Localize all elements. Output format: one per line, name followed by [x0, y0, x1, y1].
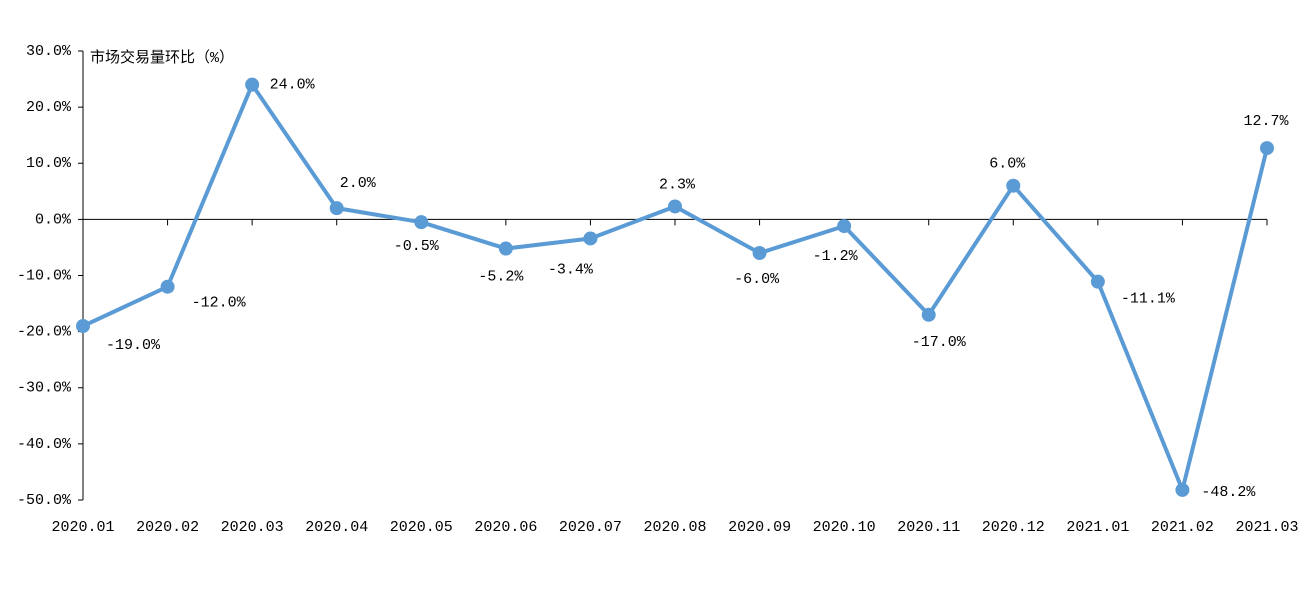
data-label: -5.2%	[478, 269, 524, 286]
data-label: -3.4%	[548, 261, 594, 278]
data-label: -1.2%	[813, 248, 859, 265]
x-tick-label: 2020.09	[728, 519, 791, 536]
data-label: -48.2%	[1201, 484, 1256, 501]
y-tick-label: -40.0%	[17, 436, 72, 453]
data-point	[498, 241, 513, 256]
x-tick-label: 2020.12	[982, 519, 1045, 536]
data-label: -12.0%	[192, 295, 247, 312]
x-tick-label: 2020.05	[390, 519, 453, 536]
x-tick-label: 2020.08	[643, 519, 706, 536]
data-point	[1260, 141, 1274, 156]
data-label: 24.0%	[270, 77, 316, 94]
y-tick-label: -20.0%	[17, 324, 72, 341]
x-tick-label: 2020.04	[305, 519, 368, 536]
y-tick-label: 20.0%	[26, 99, 72, 116]
data-point	[245, 77, 260, 92]
data-point	[1006, 178, 1021, 193]
y-tick-label: -50.0%	[17, 492, 72, 509]
data-label: 2.3%	[659, 176, 696, 193]
y-axis-label: 市场交易量环比（%）	[90, 48, 234, 67]
line	[82, 82, 1269, 492]
data-point	[414, 215, 429, 230]
y-tick-label: 0.0%	[35, 211, 72, 228]
x-tick-label: 2020.01	[51, 519, 114, 536]
data-point	[160, 279, 175, 294]
data-label: 12.7%	[1243, 113, 1289, 130]
data-label: -11.1%	[1121, 291, 1176, 308]
y-tick-label: -10.0%	[17, 267, 72, 284]
data-label: -19.0%	[106, 337, 161, 354]
x-tick-label: 2020.03	[221, 519, 284, 536]
data-label: -17.0%	[912, 334, 967, 351]
y-tick-label: 10.0%	[26, 155, 72, 172]
x-tick-label: 2021.01	[1066, 519, 1129, 536]
data-point	[921, 307, 936, 322]
y-tick-label: -30.0%	[17, 380, 72, 397]
data-point	[329, 201, 344, 216]
x-tick-label: 2020.06	[474, 519, 537, 536]
data-label: 2.0%	[340, 175, 377, 192]
x-tick-label: 2021.02	[1151, 519, 1214, 536]
y-tick-label: 30.0%	[26, 43, 72, 60]
data-point	[1175, 482, 1190, 497]
data-point	[1090, 274, 1105, 289]
data-point	[76, 319, 90, 334]
data-point	[668, 199, 682, 214]
data-label: -0.5%	[394, 238, 440, 255]
data-point	[752, 246, 767, 261]
data-label: -6.0%	[734, 271, 780, 288]
x-tick-label: 2021.03	[1235, 519, 1298, 536]
x-tick-label: 2020.10	[813, 519, 876, 536]
data-point	[583, 231, 598, 246]
x-tick-label: 2020.07	[559, 519, 622, 536]
data-point	[837, 219, 852, 234]
x-tick-label: 2020.02	[136, 519, 199, 536]
x-tick-label: 2020.11	[897, 519, 960, 536]
data-label: 6.0%	[989, 156, 1026, 173]
